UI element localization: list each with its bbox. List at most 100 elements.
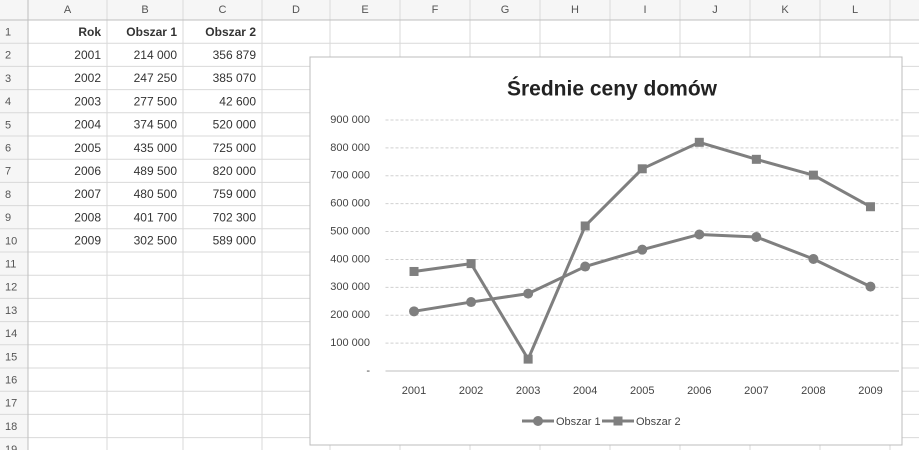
cell[interactable]: 820 000	[213, 164, 257, 178]
row-header[interactable]: 14	[5, 328, 17, 340]
row-header[interactable]: 19	[5, 444, 17, 450]
x-tick-label: 2009	[858, 385, 882, 397]
marker	[466, 297, 477, 308]
chart-title: Średnie ceny domów	[507, 77, 718, 101]
cell[interactable]: Rok	[78, 25, 101, 39]
y-tick-label: 100 000	[330, 337, 370, 349]
cell[interactable]: 759 000	[213, 187, 257, 201]
column-header[interactable]: E	[361, 4, 368, 16]
row-header[interactable]: 6	[5, 143, 11, 155]
cell[interactable]: 42 600	[219, 94, 256, 108]
marker	[613, 416, 623, 426]
y-tick-label: 700 000	[330, 170, 370, 182]
cell[interactable]: 2005	[74, 141, 101, 155]
cell[interactable]: 489 500	[134, 164, 178, 178]
row-header[interactable]: 3	[5, 73, 11, 85]
cell[interactable]: 277 500	[134, 94, 178, 108]
cell[interactable]: 480 500	[134, 187, 178, 201]
cell[interactable]: 2009	[74, 234, 101, 248]
cell[interactable]: 2006	[74, 164, 101, 178]
column-header[interactable]: K	[781, 4, 789, 16]
cell[interactable]: Obszar 2	[205, 25, 256, 39]
marker	[637, 244, 648, 255]
row-header[interactable]: 12	[5, 282, 17, 294]
marker	[751, 231, 762, 242]
row-header[interactable]: 7	[5, 166, 11, 178]
y-tick-label: 900 000	[330, 114, 370, 126]
row-header[interactable]: 17	[5, 398, 17, 410]
cell[interactable]: 356 879	[213, 48, 257, 62]
row-header[interactable]: 15	[5, 351, 17, 363]
marker	[580, 221, 590, 231]
cell[interactable]: Obszar 1	[126, 25, 177, 39]
cell[interactable]: 2008	[74, 210, 101, 224]
cell[interactable]: 374 500	[134, 118, 178, 132]
marker	[865, 281, 876, 292]
cell[interactable]: 2007	[74, 187, 101, 201]
x-tick-label: 2003	[516, 385, 540, 397]
legend-label: Obszar 1	[556, 416, 601, 428]
column-header[interactable]: I	[643, 4, 646, 16]
x-tick-label: 2005	[630, 385, 654, 397]
cell[interactable]: 2004	[74, 118, 101, 132]
row-header[interactable]: 16	[5, 375, 17, 387]
cell[interactable]: 2001	[74, 48, 101, 62]
marker	[533, 416, 543, 426]
row-header[interactable]: 18	[5, 421, 17, 433]
column-header[interactable]: G	[501, 4, 510, 16]
cell[interactable]: 385 070	[213, 71, 257, 85]
column-header-bar	[0, 0, 919, 20]
cell[interactable]: 2003	[74, 94, 101, 108]
y-tick-label: 800 000	[330, 142, 370, 154]
marker	[751, 154, 761, 164]
row-header[interactable]: 2	[5, 50, 11, 62]
marker	[808, 253, 819, 264]
column-header[interactable]: L	[852, 4, 858, 16]
row-header[interactable]: 9	[5, 212, 11, 224]
cell[interactable]: 401 700	[134, 210, 178, 224]
x-tick-label: 2006	[687, 385, 711, 397]
marker	[694, 229, 705, 240]
row-header[interactable]: 1	[5, 27, 11, 39]
marker	[808, 170, 818, 180]
cell[interactable]: 302 500	[134, 234, 178, 248]
row-header[interactable]: 8	[5, 189, 11, 201]
y-tick-label: 200 000	[330, 309, 370, 321]
column-header[interactable]: F	[432, 4, 439, 16]
row-header[interactable]: 5	[5, 119, 11, 131]
column-header[interactable]: J	[712, 4, 718, 16]
x-tick-label: 2001	[402, 385, 426, 397]
column-header[interactable]: C	[219, 4, 227, 16]
column-header[interactable]: A	[64, 4, 72, 16]
cell[interactable]: 247 250	[134, 71, 178, 85]
row-header[interactable]: 4	[5, 96, 11, 108]
column-header[interactable]: D	[292, 4, 300, 16]
cell[interactable]: 214 000	[134, 48, 178, 62]
y-tick-label: 300 000	[330, 281, 370, 293]
cell[interactable]: 725 000	[213, 141, 257, 155]
y-tick-label: 400 000	[330, 253, 370, 265]
marker	[694, 137, 704, 147]
marker	[580, 261, 591, 272]
marker	[523, 288, 534, 299]
marker	[523, 354, 533, 364]
cell[interactable]: 435 000	[134, 141, 178, 155]
column-header[interactable]: H	[571, 4, 579, 16]
x-tick-label: 2002	[459, 385, 483, 397]
legend-label: Obszar 2	[636, 416, 681, 428]
y-tick-label: 600 000	[330, 198, 370, 210]
marker	[409, 306, 420, 317]
cell[interactable]: 589 000	[213, 234, 257, 248]
chart-area[interactable]	[309, 56, 903, 446]
row-header[interactable]: 10	[5, 235, 17, 247]
marker	[865, 202, 875, 212]
marker	[637, 164, 647, 174]
x-tick-label: 2008	[801, 385, 825, 397]
marker	[466, 259, 476, 269]
cell[interactable]: 2002	[74, 71, 101, 85]
cell[interactable]: 520 000	[213, 118, 257, 132]
row-header[interactable]: 13	[5, 305, 17, 317]
row-header[interactable]: 11	[5, 259, 16, 271]
cell[interactable]: 702 300	[213, 210, 257, 224]
column-header[interactable]: B	[141, 4, 148, 16]
